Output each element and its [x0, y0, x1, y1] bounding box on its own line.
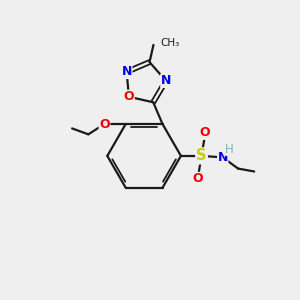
Text: O: O [99, 118, 110, 130]
Text: N: N [218, 151, 228, 164]
Text: N: N [161, 74, 171, 87]
Text: H: H [225, 142, 234, 156]
Text: O: O [200, 126, 210, 140]
Text: CH₃: CH₃ [160, 38, 179, 48]
Text: O: O [124, 90, 134, 103]
Text: N: N [122, 65, 132, 78]
Text: O: O [193, 172, 203, 185]
Text: S: S [196, 148, 207, 164]
